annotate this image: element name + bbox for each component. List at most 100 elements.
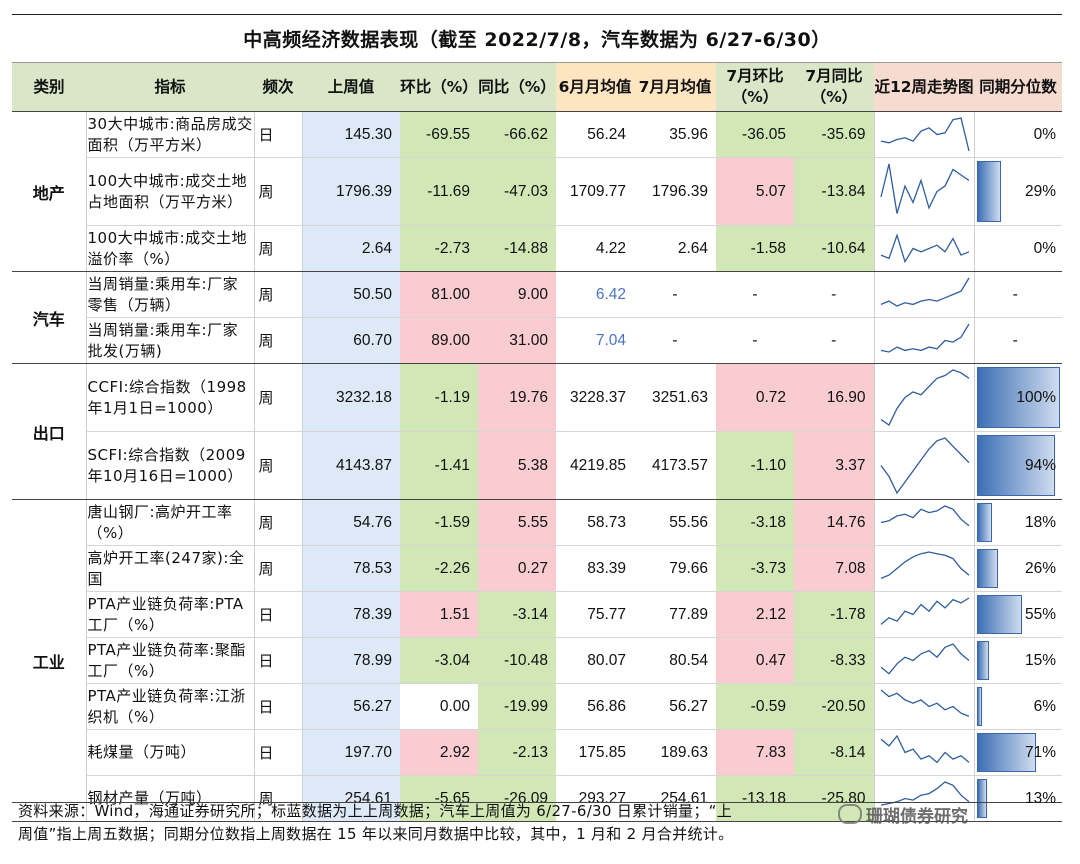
last-week-value: 54.76 xyxy=(302,499,400,546)
percentile-bar xyxy=(976,687,982,726)
trend-line xyxy=(880,117,970,152)
yoy-value: -47.03 xyxy=(478,157,556,226)
frequency-cell: 周 xyxy=(254,225,303,272)
last-week-value: 254.61 xyxy=(302,775,400,822)
june-avg-value: 58.73 xyxy=(556,499,634,546)
table-row: PTA产业链负荷率:PTA工厂（%）日 78.39 1.51 -3.14 75.77 77… xyxy=(12,591,1062,638)
trend-line xyxy=(880,689,969,718)
trend-sparkline-cell xyxy=(873,271,975,318)
percentile-value: 15% xyxy=(1024,651,1056,669)
june-avg-value: 3228.37 xyxy=(556,363,634,432)
july-yoy-value: 14.76 xyxy=(794,499,874,546)
percentile-bar xyxy=(976,367,1060,428)
july-yoy-value: -13.84 xyxy=(794,157,874,226)
july-avg-value: - xyxy=(634,317,716,364)
trend-sparkline xyxy=(880,597,969,625)
table-row: 耗煤量（万吨）日 197.70 2.92 -2.13 175.85 189.63 7.83-… xyxy=(12,729,1062,776)
footnote-line-1: 资料来源：Wind，海通证券研究所；标蓝数据为上上周数据；汽车上周值为 6/27… xyxy=(18,802,732,820)
percentile-bar xyxy=(976,595,1023,634)
last-week-value: 145.30 xyxy=(302,111,400,158)
july-yoy-value: 16.90 xyxy=(794,363,874,432)
trend-sparkline xyxy=(880,643,969,675)
category-cell: 工业 xyxy=(12,499,87,822)
trend-sparkline xyxy=(880,551,969,580)
category-cell: 出口 xyxy=(12,363,87,500)
percentile-value: - xyxy=(1012,331,1018,349)
watermark: 珊瑚债券研究 xyxy=(838,802,968,827)
title-bar: 中高频经济数据表现（截至 2022/7/8，汽车数据为 6/27-6/30） xyxy=(12,14,1062,64)
yoy-value: -19.99 xyxy=(478,683,556,730)
june-avg-value: 175.85 xyxy=(556,729,634,776)
yoy-value: 5.55 xyxy=(478,499,556,546)
percentile-value: 6% xyxy=(1033,697,1056,715)
percentile-value: 18% xyxy=(1024,513,1056,531)
col-header-hoh: 环比（%） xyxy=(400,62,478,112)
july-avg-value: 189.63 xyxy=(634,729,716,776)
header-row: 类别 指标 频次 上周值 环比（%） 同比（%） 6月月均值 7月月均值 7月环… xyxy=(12,62,1062,112)
trend-sparkline-cell xyxy=(873,591,975,638)
frequency-cell: 周 xyxy=(254,317,303,364)
col-header-july-yoy: 7月同比（%） xyxy=(794,62,874,112)
col-header-june-avg: 6月月均值 xyxy=(556,62,634,112)
last-week-value: 50.50 xyxy=(302,271,400,318)
trend-sparkline xyxy=(880,277,970,307)
last-week-value: 3232.18 xyxy=(302,363,400,432)
yoy-value: 5.38 xyxy=(478,431,556,500)
last-week-value: 56.27 xyxy=(302,683,400,730)
hoh-value: 81.00 xyxy=(400,271,478,318)
july-mom-value: -3.73 xyxy=(716,545,794,592)
hoh-value: -1.41 xyxy=(400,431,478,500)
indicator-name: 耗煤量（万吨） xyxy=(86,729,255,776)
trend-line xyxy=(880,323,970,353)
july-yoy-value: -1.78 xyxy=(794,591,874,638)
table-row: SCFI:综合指数（2009年10月16日=1000）周 4143.87 -1.41… xyxy=(12,431,1062,500)
trend-sparkline xyxy=(879,163,969,214)
footnote: 资料来源：Wind，海通证券研究所；标蓝数据为上上周数据；汽车上周值为 6/27… xyxy=(18,800,1068,846)
july-mom-value: - xyxy=(716,271,794,318)
july-yoy-value: - xyxy=(794,317,874,364)
footnote-divider xyxy=(12,802,1062,803)
hoh-value: -2.73 xyxy=(400,225,478,272)
percentile-value: 29% xyxy=(1024,182,1056,200)
category-cell: 地产 xyxy=(12,111,87,272)
yoy-value: 9.00 xyxy=(478,271,556,318)
table-row: PTA产业链负荷率:江浙织机（%）日 56.27 0.00 -19.99 56.86 56… xyxy=(12,683,1062,730)
july-yoy-value: -8.33 xyxy=(794,637,874,684)
june-avg-value: 1709.77 xyxy=(556,157,634,226)
july-mom-value: 0.72 xyxy=(716,363,794,432)
hoh-value: -2.26 xyxy=(400,545,478,592)
july-mom-value: -36.05 xyxy=(716,111,794,158)
july-avg-value: 2.64 xyxy=(634,225,716,272)
trend-line xyxy=(880,277,970,307)
july-mom-value: -3.18 xyxy=(716,499,794,546)
june-avg-value: 7.04 xyxy=(556,317,634,364)
july-yoy-value: 7.08 xyxy=(794,545,874,592)
percentile-cell: - xyxy=(974,317,1062,364)
trend-line xyxy=(880,369,969,426)
percentile-cell: 13% xyxy=(974,775,1062,822)
frequency-cell: 日 xyxy=(254,591,303,638)
last-week-value: 2.64 xyxy=(302,225,400,272)
june-avg-value: 56.86 xyxy=(556,683,634,730)
percentile-cell: 26% xyxy=(974,545,1062,592)
percentile-cell: - xyxy=(974,271,1062,318)
table-row: 高炉开工率(247家):全国周 78.53 -2.26 0.27 83.39 79.66-… xyxy=(12,545,1062,592)
table-row: 钢材产量（万吨）周 254.61 -5.65 -26.09 293.27 254.61 -1… xyxy=(12,775,1062,822)
col-header-yoy: 同比（%） xyxy=(478,62,556,112)
hoh-value: -11.69 xyxy=(400,157,478,226)
category-cell: 汽车 xyxy=(12,271,87,364)
indicator-name: 高炉开工率(247家):全国 xyxy=(86,545,255,592)
frequency-cell: 周 xyxy=(254,363,303,432)
hoh-value: 89.00 xyxy=(400,317,478,364)
hoh-value: -3.04 xyxy=(400,637,478,684)
indicator-name: PTA产业链负荷率:聚酯工厂（%） xyxy=(86,637,255,684)
july-mom-value: -1.58 xyxy=(716,225,794,272)
july-yoy-value: - xyxy=(794,271,874,318)
trend-sparkline-cell xyxy=(873,545,975,592)
frequency-cell: 周 xyxy=(254,157,303,226)
table-row: 工业 唐山钢厂:高炉开工率（%）周 54.76 -1.59 5.55 58.73 55.56… xyxy=(12,499,1062,822)
frequency-cell: 日 xyxy=(254,637,303,684)
trend-sparkline-cell xyxy=(873,683,975,730)
frequency-cell: 日 xyxy=(254,683,303,730)
hoh-value: 1.51 xyxy=(400,591,478,638)
